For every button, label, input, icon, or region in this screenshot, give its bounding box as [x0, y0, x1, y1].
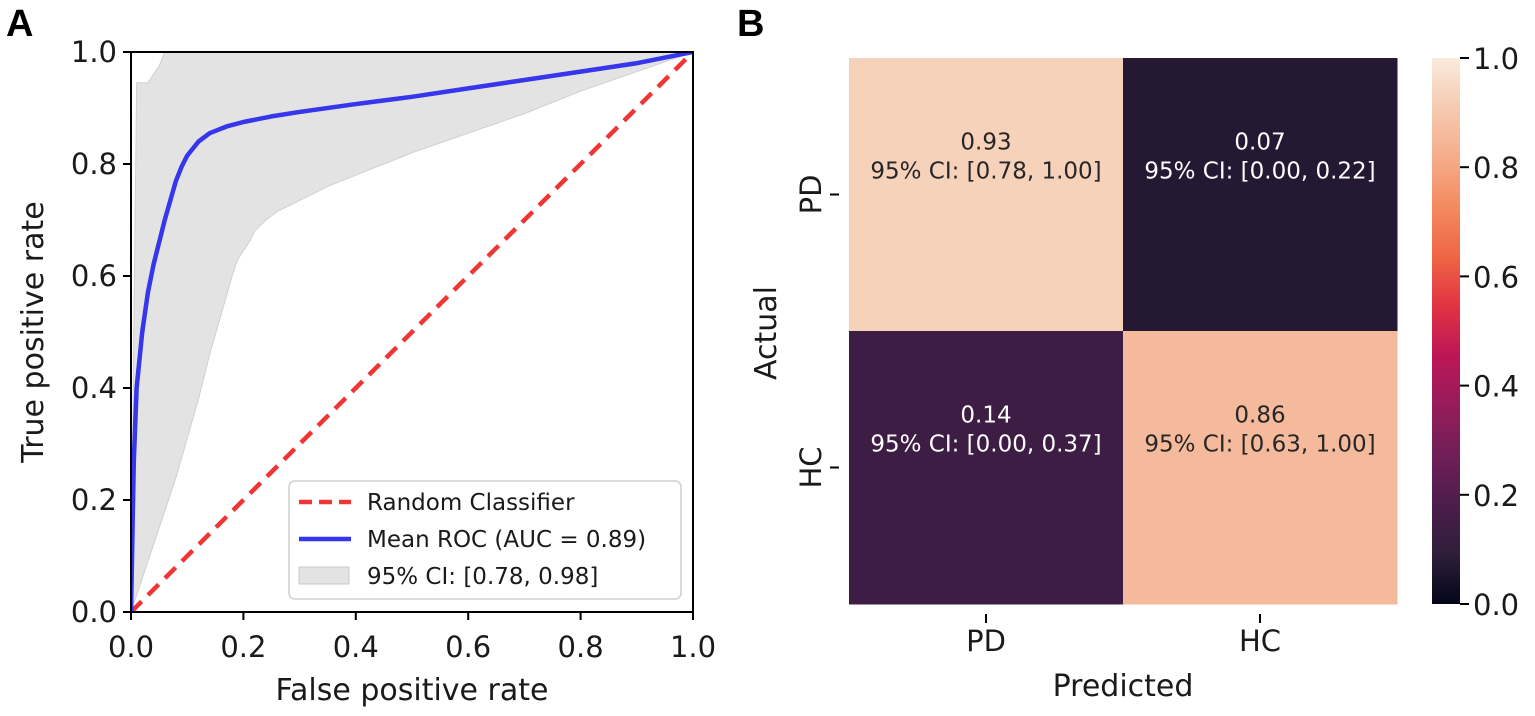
- heatmap-x-tick-label: HC: [1239, 624, 1281, 658]
- roc-x-tick-label: 0.8: [558, 630, 604, 664]
- roc-x-tick-label: 0.2: [220, 630, 266, 664]
- roc-y-tick-label: 0.4: [71, 371, 117, 405]
- colorbar-tick-label: 0.6: [1473, 260, 1519, 294]
- colorbar-tick-label: 0.8: [1473, 151, 1519, 185]
- legend-random-label: Random Classifier: [367, 490, 575, 516]
- roc-x-ticks: 0.0 0.2 0.4 0.6 0.8 1.0: [108, 612, 716, 664]
- mean-roc-line: [131, 52, 693, 612]
- roc-y-axis-label: True positive rate: [16, 201, 51, 463]
- heatmap-x-tick-label: PD: [966, 624, 1006, 658]
- legend-roc-label: Mean ROC (AUC = 0.89): [367, 527, 646, 553]
- colorbar-tick-label: 0.4: [1473, 370, 1519, 404]
- heatmap-cell-ci: 95% CI: [0.78, 1.00]: [870, 159, 1101, 185]
- heatmap-cell-labels: 0.93 95% CI: [0.78, 1.00] 0.07 95% CI: [0.0…: [870, 130, 1375, 458]
- heatmap-cell: [849, 58, 1124, 332]
- ci-band: [131, 52, 693, 612]
- roc-axes-frame: [130, 51, 694, 613]
- heatmap-cell-value: 0.14: [960, 403, 1011, 429]
- legend-ci-swatch: [298, 566, 350, 585]
- roc-y-tick-label: 0.6: [71, 259, 117, 293]
- roc-y-tick-label: 0.8: [71, 147, 117, 181]
- roc-x-tick-label: 0.4: [333, 630, 379, 664]
- heatmap-cell-ci: 95% CI: [0.00, 0.22]: [1144, 159, 1375, 185]
- heatmap-cells: [849, 58, 1398, 605]
- legend-frame: [288, 480, 682, 600]
- roc-x-axis-label: False positive rate: [276, 673, 549, 708]
- heatmap-cell: [1123, 58, 1398, 332]
- roc-y-tick-label: 0.2: [71, 483, 117, 517]
- heatmap-cell-ci: 95% CI: [0.00, 0.37]: [870, 432, 1101, 458]
- heatmap-y-axis-label: Actual: [749, 286, 784, 380]
- roc-y-tick-label: 1.0: [71, 35, 117, 69]
- colorbar-tick-label: 1.0: [1473, 42, 1519, 76]
- heatmap-y-tick-label: HC: [794, 446, 828, 488]
- roc-y-ticks: 0.0 0.2 0.4 0.6 0.8 1.0: [71, 35, 131, 629]
- heatmap-cell-ci: 95% CI: [0.63, 1.00]: [1144, 432, 1375, 458]
- heatmap-ticks: PD HC PD HC: [794, 175, 1281, 658]
- confusion-matrix: 0.93 95% CI: [0.78, 1.00] 0.07 95% CI: [0.0…: [749, 42, 1519, 704]
- random-classifier-line: [131, 52, 693, 612]
- heatmap-cell: [1123, 331, 1398, 605]
- roc-y-tick-label: 0.0: [71, 595, 117, 629]
- legend-ci-label: 95% CI: [0.78, 0.98]: [367, 564, 598, 590]
- panel-a-label: A: [6, 3, 33, 45]
- heatmap-x-axis-label: Predicted: [1053, 669, 1194, 704]
- colorbar-ticks: 0.0 0.2 0.4 0.6 0.8 1.0: [1460, 42, 1519, 622]
- panel-b-label: B: [737, 3, 764, 45]
- roc-legend: Random Classifier Mean ROC (AUC = 0.89) …: [288, 480, 682, 600]
- roc-chart: 0.0 0.2 0.4 0.6 0.8 1.0 0.0 0.2 0.4 0.6 0.8 1.0 Fa…: [16, 35, 716, 708]
- roc-x-tick-label: 1.0: [670, 630, 716, 664]
- heatmap-cell: [849, 331, 1124, 605]
- heatmap-y-tick-label: PD: [794, 175, 828, 215]
- roc-x-tick-label: 0.6: [445, 630, 491, 664]
- roc-x-tick-label: 0.0: [108, 630, 154, 664]
- colorbar-tick-label: 0.0: [1473, 588, 1519, 622]
- heatmap-cell-value: 0.86: [1234, 403, 1285, 429]
- colorbar: [1432, 58, 1460, 604]
- heatmap-cell-value: 0.93: [960, 130, 1011, 156]
- colorbar-tick-label: 0.2: [1473, 479, 1519, 513]
- heatmap-cell-value: 0.07: [1234, 130, 1285, 156]
